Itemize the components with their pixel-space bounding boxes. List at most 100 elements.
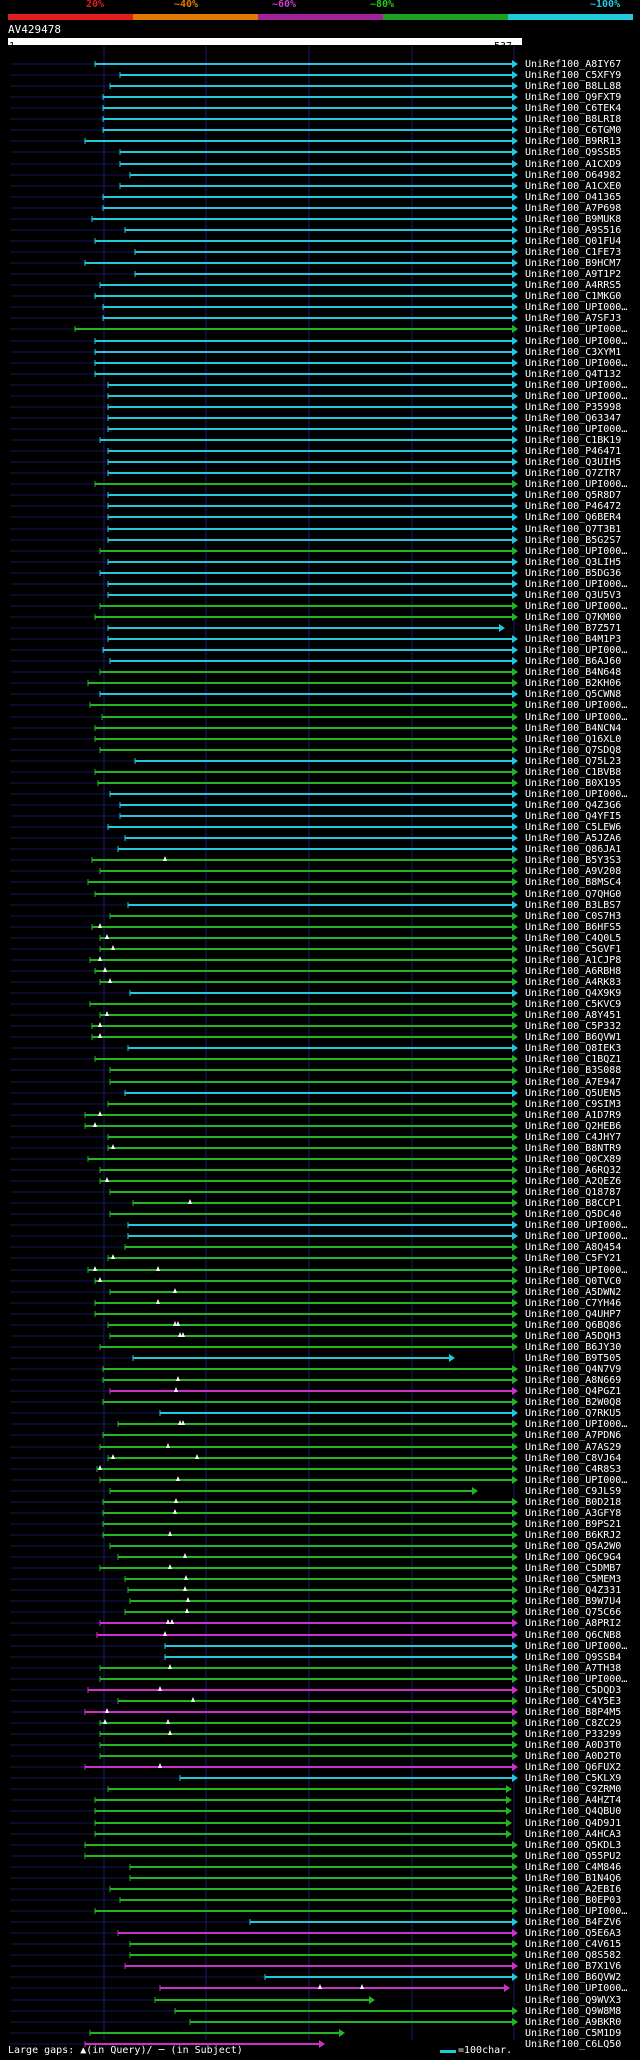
hit-label[interactable]: UniRef100_C6TEK4 [525, 103, 622, 114]
hit-label[interactable]: UniRef100_A1D7R9 [525, 1110, 622, 1121]
hit-label[interactable]: UniRef100_C8ZC29 [525, 1718, 622, 1729]
hit-label[interactable]: UniRef100_UPI000… [525, 380, 628, 391]
hit-label[interactable]: UniRef100_B6QVW2 [525, 1972, 622, 1983]
hit-label[interactable]: UniRef100_UPI000… [525, 712, 628, 723]
hit-label[interactable]: UniRef100_B1N4Q6 [525, 1873, 622, 1884]
hit-label[interactable]: UniRef100_A8N669 [525, 1375, 622, 1386]
hit-label[interactable]: UniRef100_A7TH38 [525, 1663, 622, 1674]
hit-label[interactable]: UniRef100_B9RR13 [525, 136, 622, 147]
hit-label[interactable]: UniRef100_C5M1D9 [525, 2028, 622, 2039]
hit-label[interactable]: UniRef100_Q63347 [525, 413, 622, 424]
hit-label[interactable]: UniRef100_Q9SSB4 [525, 1652, 622, 1663]
hit-label[interactable]: UniRef100_A7PDN6 [525, 1430, 622, 1441]
hit-label[interactable]: UniRef100_C1MKG0 [525, 291, 622, 302]
hit-label[interactable]: UniRef100_A4HZT4 [525, 1795, 622, 1806]
hit-label[interactable]: UniRef100_Q6BER4 [525, 512, 622, 523]
hit-label[interactable]: UniRef100_Q4UHP7 [525, 1309, 622, 1320]
hit-label[interactable]: UniRef100_Q6CNB8 [525, 1630, 622, 1641]
hit-label[interactable]: UniRef100_Q16XL0 [525, 734, 622, 745]
hit-label[interactable]: UniRef100_A2QEZ6 [525, 1176, 622, 1187]
hit-label[interactable]: UniRef100_Q4D9J1 [525, 1818, 622, 1829]
hit-label[interactable]: UniRef100_A7P698 [525, 203, 622, 214]
hit-label[interactable]: UniRef100_B6AJ60 [525, 656, 622, 667]
hit-label[interactable]: UniRef100_Q5DC40 [525, 1209, 622, 1220]
hit-label[interactable]: UniRef100_C5LEW6 [525, 822, 622, 833]
hit-label[interactable]: UniRef100_A8PRI2 [525, 1618, 622, 1629]
hit-label[interactable]: UniRef100_UPI000… [525, 424, 628, 435]
hit-label[interactable]: UniRef100_A7AS29 [525, 1442, 622, 1453]
hit-label[interactable]: UniRef100_UPI000… [525, 1231, 628, 1242]
hit-label[interactable]: UniRef100_Q4T132 [525, 369, 622, 380]
hit-label[interactable]: UniRef100_Q4Z331 [525, 1585, 622, 1596]
hit-label[interactable]: UniRef100_A9V208 [525, 866, 622, 877]
hit-label[interactable]: UniRef100_Q4PGZ1 [525, 1386, 622, 1397]
hit-label[interactable]: UniRef100_A8Q454 [525, 1242, 622, 1253]
hit-label[interactable]: UniRef100_C1FE73 [525, 247, 622, 258]
hit-label[interactable]: UniRef100_B6QVW1 [525, 1032, 622, 1043]
hit-label[interactable]: UniRef100_A1CXD9 [525, 159, 622, 170]
hit-label[interactable]: UniRef100_C4M846 [525, 1862, 622, 1873]
hit-label[interactable]: UniRef100_A4RRS5 [525, 280, 622, 291]
hit-label[interactable]: UniRef100_Q6FUX2 [525, 1762, 622, 1773]
hit-label[interactable]: UniRef100_C5KLX9 [525, 1773, 622, 1784]
hit-label[interactable]: UniRef100_C0S7H3 [525, 911, 622, 922]
hit-label[interactable]: UniRef100_C4R8S3 [525, 1464, 622, 1475]
hit-label[interactable]: UniRef100_P35998 [525, 402, 622, 413]
hit-label[interactable]: UniRef100_A5DQH3 [525, 1331, 622, 1342]
hit-label[interactable]: UniRef100_UPI000… [525, 336, 628, 347]
hit-label[interactable]: UniRef100_B8CCP1 [525, 1198, 622, 1209]
hit-label[interactable]: UniRef100_B8LL88 [525, 81, 622, 92]
hit-label[interactable]: UniRef100_UPI000… [525, 391, 628, 402]
hit-label[interactable]: UniRef100_Q55PU2 [525, 1851, 622, 1862]
hit-label[interactable]: UniRef100_C9JLS9 [525, 1486, 622, 1497]
hit-label[interactable]: UniRef100_P46472 [525, 501, 622, 512]
hit-label[interactable]: UniRef100_A8IY67 [525, 59, 622, 70]
hit-label[interactable]: UniRef100_C4Y5E3 [525, 1696, 622, 1707]
hit-label[interactable]: UniRef100_B4NCN4 [525, 723, 622, 734]
hit-label[interactable]: UniRef100_Q5CWN8 [525, 689, 622, 700]
hit-label[interactable]: UniRef100_C5GVF1 [525, 944, 622, 955]
hit-label[interactable]: UniRef100_B8P4M5 [525, 1707, 622, 1718]
hit-label[interactable]: UniRef100_A9S516 [525, 225, 622, 236]
hit-label[interactable]: UniRef100_Q3U5V3 [525, 590, 622, 601]
hit-label[interactable]: UniRef100_A1CXE0 [525, 181, 622, 192]
hit-label[interactable]: UniRef100_UPI000… [525, 700, 628, 711]
hit-label[interactable]: UniRef100_A8Y451 [525, 1010, 622, 1021]
hit-label[interactable]: UniRef100_C5P332 [525, 1021, 622, 1032]
hit-label[interactable]: UniRef100_O41365 [525, 192, 622, 203]
hit-label[interactable]: UniRef100_UPI000… [525, 1641, 628, 1652]
hit-label[interactable]: UniRef100_B5DG36 [525, 568, 622, 579]
hit-label[interactable]: UniRef100_B4M1P3 [525, 634, 622, 645]
hit-label[interactable]: UniRef100_A3GFY8 [525, 1508, 622, 1519]
hit-label[interactable]: UniRef100_C5KVC9 [525, 999, 622, 1010]
hit-label[interactable]: UniRef100_Q75L23 [525, 756, 622, 767]
hit-label[interactable]: UniRef100_Q0CX89 [525, 1154, 622, 1165]
hit-label[interactable]: UniRef100_Q5R8D7 [525, 490, 622, 501]
hit-label[interactable]: UniRef100_UPI000… [525, 1265, 628, 1276]
hit-label[interactable]: UniRef100_Q5A2W0 [525, 1541, 622, 1552]
hit-label[interactable]: UniRef100_B0EP03 [525, 1895, 622, 1906]
hit-label[interactable]: UniRef100_A4HCA3 [525, 1829, 622, 1840]
hit-label[interactable]: UniRef100_C5DQD3 [525, 1685, 622, 1696]
hit-label[interactable]: UniRef100_Q4QBU0 [525, 1806, 622, 1817]
hit-label[interactable]: UniRef100_UPI000… [525, 1419, 628, 1430]
hit-label[interactable]: UniRef100_B8MSC4 [525, 877, 622, 888]
hit-label[interactable]: UniRef100_Q3UIH5 [525, 457, 622, 468]
hit-label[interactable]: UniRef100_Q4N7V9 [525, 1364, 622, 1375]
hit-label[interactable]: UniRef100_Q86JA1 [525, 844, 622, 855]
hit-label[interactable]: UniRef100_P46471 [525, 446, 622, 457]
hit-label[interactable]: UniRef100_C5MEM3 [525, 1574, 622, 1585]
hit-label[interactable]: UniRef100_Q8IEK3 [525, 1043, 622, 1054]
hit-label[interactable]: UniRef100_B6HFS5 [525, 922, 622, 933]
hit-label[interactable]: UniRef100_A6RQ32 [525, 1165, 622, 1176]
hit-label[interactable]: UniRef100_O64982 [525, 170, 622, 181]
hit-label[interactable]: UniRef100_UPI000… [525, 1220, 628, 1231]
hit-label[interactable]: UniRef100_A1CJP8 [525, 955, 622, 966]
hit-label[interactable]: UniRef100_C6TGM0 [525, 125, 622, 136]
hit-label[interactable]: UniRef100_C9ZRM0 [525, 1784, 622, 1795]
hit-label[interactable]: UniRef100_B9T505 [525, 1353, 622, 1364]
hit-label[interactable]: UniRef100_A5DWN2 [525, 1287, 622, 1298]
hit-label[interactable]: UniRef100_B9W7U4 [525, 1596, 622, 1607]
hit-label[interactable]: UniRef100_UPI000… [525, 579, 628, 590]
hit-label[interactable]: UniRef100_B4FZV6 [525, 1917, 622, 1928]
